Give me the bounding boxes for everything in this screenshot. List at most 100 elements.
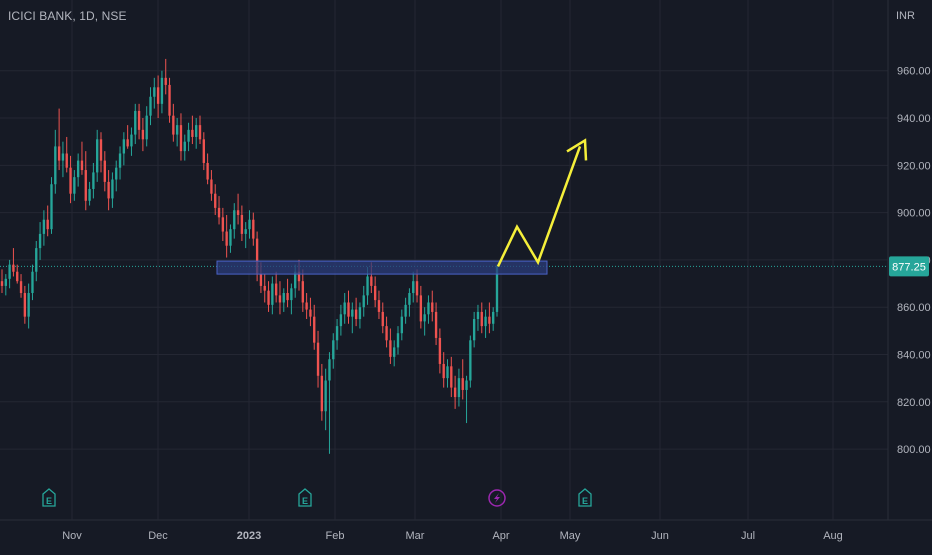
candle-body <box>472 319 476 341</box>
candle-body <box>168 84 171 116</box>
candle-body <box>76 160 80 178</box>
resistance-zone[interactable] <box>216 260 548 275</box>
candle-body <box>400 316 403 334</box>
last-price-tag: 877.25 <box>889 256 929 277</box>
candle-body <box>69 167 72 194</box>
candle-body <box>389 340 392 357</box>
candle-body <box>412 281 415 294</box>
candle-body <box>358 307 362 320</box>
candle-body <box>385 326 388 341</box>
projection-zigzag-line[interactable] <box>496 145 582 267</box>
candle-body <box>423 314 426 322</box>
candle-body <box>65 153 68 168</box>
candle-body <box>450 366 453 388</box>
candle-body <box>31 271 34 294</box>
candle-body <box>141 129 145 140</box>
candle-body <box>347 302 350 317</box>
candle-body <box>96 139 99 173</box>
symbol-title[interactable]: ICICI BANK, 1D, NSE <box>8 9 127 23</box>
y-tick-label: 920.00 <box>897 160 931 172</box>
candle-body <box>476 311 480 320</box>
candle-body <box>492 311 495 324</box>
candle-body <box>301 281 304 303</box>
candle-body <box>484 316 487 327</box>
x-tick-label: Mar <box>406 530 425 542</box>
candle-body <box>38 233 42 249</box>
candle-body <box>99 139 103 161</box>
candle-body <box>172 115 175 135</box>
candle-body <box>351 309 354 317</box>
candle-body <box>297 271 301 282</box>
candle-body <box>457 378 461 398</box>
candle-body <box>442 363 445 379</box>
candle-body <box>27 293 30 317</box>
y-tick-label: 800.00 <box>897 444 931 456</box>
candle-body <box>214 193 217 208</box>
candle-body <box>229 229 232 246</box>
candle-body <box>267 290 270 305</box>
candle-body <box>320 375 324 412</box>
price-axis[interactable]: 800.00820.00840.00860.00880.00900.00920.… <box>897 66 931 456</box>
candle-body <box>233 210 236 230</box>
candle-body <box>175 125 179 135</box>
candle-body <box>408 293 411 305</box>
candle-body <box>427 302 430 315</box>
candle-body <box>221 217 225 232</box>
candle-body <box>160 77 164 104</box>
candle-body <box>373 285 377 301</box>
resistance-zone-layer[interactable] <box>216 260 548 275</box>
candle-body <box>316 342 320 376</box>
earnings-marker-icon[interactable] <box>298 488 312 507</box>
candle-body <box>23 293 27 317</box>
candle-body <box>217 207 221 218</box>
candle-body <box>130 134 133 147</box>
last-price-value: 877.25 <box>892 261 926 273</box>
candle-body <box>195 125 198 137</box>
dividend-marker-icon[interactable] <box>488 489 506 507</box>
candle-body <box>294 271 297 289</box>
y-tick-label: 960.00 <box>897 66 931 78</box>
candle-body <box>107 181 110 199</box>
y-tick-label: 820.00 <box>897 397 931 409</box>
x-tick-label: May <box>560 530 581 542</box>
candle-body <box>225 231 228 246</box>
candle-body <box>278 295 282 303</box>
candle-body <box>465 380 468 390</box>
candle-body <box>183 141 186 152</box>
candle-body <box>495 266 499 312</box>
candle-body <box>434 311 438 338</box>
candle-body <box>274 283 278 296</box>
candle-body <box>149 96 152 116</box>
candle-body <box>377 300 381 312</box>
candle-body <box>111 179 114 199</box>
projection-layer[interactable] <box>496 138 588 267</box>
candle-body <box>4 278 7 286</box>
currency-label: INR <box>896 10 915 22</box>
candle-body <box>61 153 65 161</box>
candle-body <box>446 366 449 379</box>
candle-body <box>286 293 289 301</box>
candle-body <box>339 314 343 327</box>
x-tick-label: Dec <box>148 530 168 542</box>
earnings-marker-icon[interactable] <box>578 488 592 507</box>
projection-arrow-head[interactable] <box>566 138 588 161</box>
candle-body <box>240 214 244 234</box>
x-tick-label: Apr <box>492 530 509 542</box>
candle-body <box>366 276 369 296</box>
candle-body <box>343 302 346 315</box>
candle-body <box>92 172 95 189</box>
last-price-tag-background <box>889 256 929 277</box>
candle-body <box>332 340 335 360</box>
candle-body <box>259 274 263 286</box>
candle-body <box>362 295 365 308</box>
earnings-marker-icon[interactable] <box>42 488 56 507</box>
earnings-marker-label: E <box>302 496 308 506</box>
candle-body <box>198 125 202 140</box>
candle-body <box>16 271 19 282</box>
time-axis[interactable]: Nov Dec 2023 Feb Mar Apr May Jun Jul Aug <box>62 530 843 542</box>
x-tick-label: 2023 <box>237 530 261 542</box>
candle-body <box>404 304 407 317</box>
